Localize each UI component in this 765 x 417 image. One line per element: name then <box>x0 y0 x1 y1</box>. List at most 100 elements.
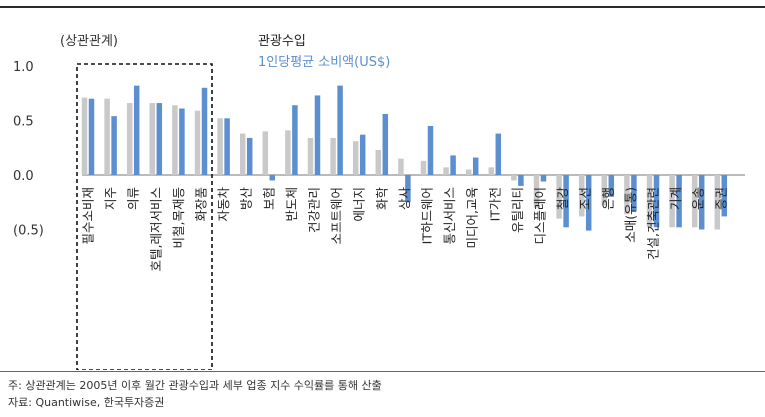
bar-tourism-revenue <box>239 133 246 175</box>
bar-per-capita-spending <box>495 133 502 175</box>
bar-per-capita-spending <box>472 157 479 175</box>
category-label: 유틸리티 <box>510 187 525 233</box>
y-tick-label: 0.5 <box>13 115 34 130</box>
bar-tourism-revenue <box>352 141 359 175</box>
bar-tourism-revenue <box>307 137 314 175</box>
bar-per-capita-spending <box>563 175 569 228</box>
category-label: 보험 <box>261 187 276 210</box>
bar-tourism-revenue <box>104 98 110 175</box>
bar-per-capita-spending <box>246 137 253 175</box>
category-label: 화학 <box>374 187 389 211</box>
category-label: 의류 <box>126 187 141 210</box>
category-label: 자동차 <box>216 187 231 222</box>
bar-per-capita-spending <box>721 175 728 217</box>
bar-per-capita-spending <box>359 134 366 175</box>
category-label: 증권 <box>713 187 728 210</box>
category-label: 은행 <box>600 187 615 210</box>
bar-tourism-revenue <box>624 175 630 215</box>
category-label: 조선 <box>578 187 593 210</box>
bar-tourism-revenue <box>646 175 653 228</box>
bar-per-capita-spending <box>427 125 434 175</box>
category-label: 소프트웨어 <box>329 187 344 245</box>
bar-tourism-revenue <box>488 167 495 175</box>
bar-tourism-revenue <box>601 175 608 206</box>
legend-series-2: 1인당평균 소비액(US$) <box>258 55 390 70</box>
bar-per-capita-spending <box>314 95 321 175</box>
bar-tourism-revenue <box>172 105 178 175</box>
bar-tourism-revenue <box>330 137 336 175</box>
top-rule <box>0 6 765 8</box>
highlight-box <box>76 63 213 370</box>
bar-per-capita-spending <box>201 87 208 175</box>
bar-tourism-revenue <box>443 167 449 175</box>
category-label: 소매(유통) <box>623 187 638 243</box>
bar-per-capita-spending <box>156 103 163 175</box>
bar-per-capita-spending <box>450 155 456 175</box>
category-label: 건설,건축관련 <box>646 187 661 260</box>
bar-per-capita-spending <box>676 175 682 228</box>
bar-per-capita-spending <box>224 118 230 175</box>
category-label: 비철,목재등 <box>171 187 186 248</box>
bar-per-capita-spending <box>405 175 411 203</box>
bar-per-capita-spending <box>653 175 660 228</box>
category-label: 에너지 <box>352 187 367 222</box>
category-label: 호텔,레저서비스 <box>148 187 163 271</box>
bar-chart: (상관관계) 1.0 0.5 0.0 (0.5) 관광수입 1인당평균 소비액(US$) 필수… <box>13 34 745 370</box>
category-label: 건강관리 <box>307 187 322 233</box>
y-tick-label: (0.5) <box>13 224 44 239</box>
bar-tourism-revenue <box>556 175 562 219</box>
bar-tourism-revenue <box>714 175 721 230</box>
bar-tourism-revenue <box>149 103 156 175</box>
legend-series-1: 관광수입 <box>258 34 306 49</box>
bar-tourism-revenue <box>691 175 698 228</box>
bar-per-capita-spending <box>631 175 637 211</box>
category-label: 기계 <box>668 187 683 210</box>
bar-per-capita-spending <box>133 85 140 175</box>
y-axis-label: (상관관계) <box>60 34 118 49</box>
source-note: 자료: Quantiwise, 한국투자증권 <box>8 396 165 409</box>
category-label: 필수소비재 <box>81 187 96 245</box>
bar-per-capita-spending <box>88 98 95 175</box>
bar-per-capita-spending <box>111 116 117 175</box>
bar-per-capita-spending <box>269 175 276 181</box>
bar-tourism-revenue <box>511 175 517 181</box>
bar-tourism-revenue <box>285 130 291 175</box>
bar-per-capita-spending <box>540 175 547 182</box>
category-label: 지주 <box>103 187 118 210</box>
bar-tourism-revenue <box>533 175 540 208</box>
footnote: 주: 상관관계는 2005년 이후 월간 관광수입과 세부 업종 지수 수익률를… <box>8 379 382 392</box>
category-label: 상사 <box>397 187 412 211</box>
bar-per-capita-spending <box>179 108 185 175</box>
bar-tourism-revenue <box>465 169 472 175</box>
bar-per-capita-spending <box>292 105 298 175</box>
y-tick-label: 0.0 <box>13 169 34 184</box>
bar-tourism-revenue <box>126 103 133 175</box>
category-label: 철강 <box>555 187 570 211</box>
bar-per-capita-spending <box>585 175 592 231</box>
bar-tourism-revenue <box>375 149 382 175</box>
bar-tourism-revenue <box>578 175 585 217</box>
bottom-rule <box>0 371 765 372</box>
y-tick-label: 1.0 <box>13 60 34 75</box>
category-label: 통신서비스 <box>442 187 457 245</box>
bar-tourism-revenue <box>398 158 404 175</box>
bar-tourism-revenue <box>217 118 223 175</box>
bar-per-capita-spending <box>337 85 343 175</box>
bar-per-capita-spending <box>608 175 615 197</box>
bar-tourism-revenue <box>81 97 88 175</box>
category-label: 방산 <box>239 187 254 211</box>
category-label: 화장품 <box>194 187 209 222</box>
category-label: IT하드웨어 <box>420 187 435 244</box>
bar-tourism-revenue <box>420 160 427 175</box>
bar-per-capita-spending <box>518 175 524 186</box>
bar-tourism-revenue <box>194 110 201 175</box>
bar-tourism-revenue <box>669 175 675 228</box>
category-label: 운송 <box>691 187 706 210</box>
bar-per-capita-spending <box>382 113 389 175</box>
bar-per-capita-spending <box>698 175 705 230</box>
category-label: 미디어,교육 <box>465 187 480 248</box>
category-label: IT가전 <box>487 187 502 221</box>
bar-tourism-revenue <box>262 131 269 175</box>
category-label: 반도체 <box>284 187 299 222</box>
